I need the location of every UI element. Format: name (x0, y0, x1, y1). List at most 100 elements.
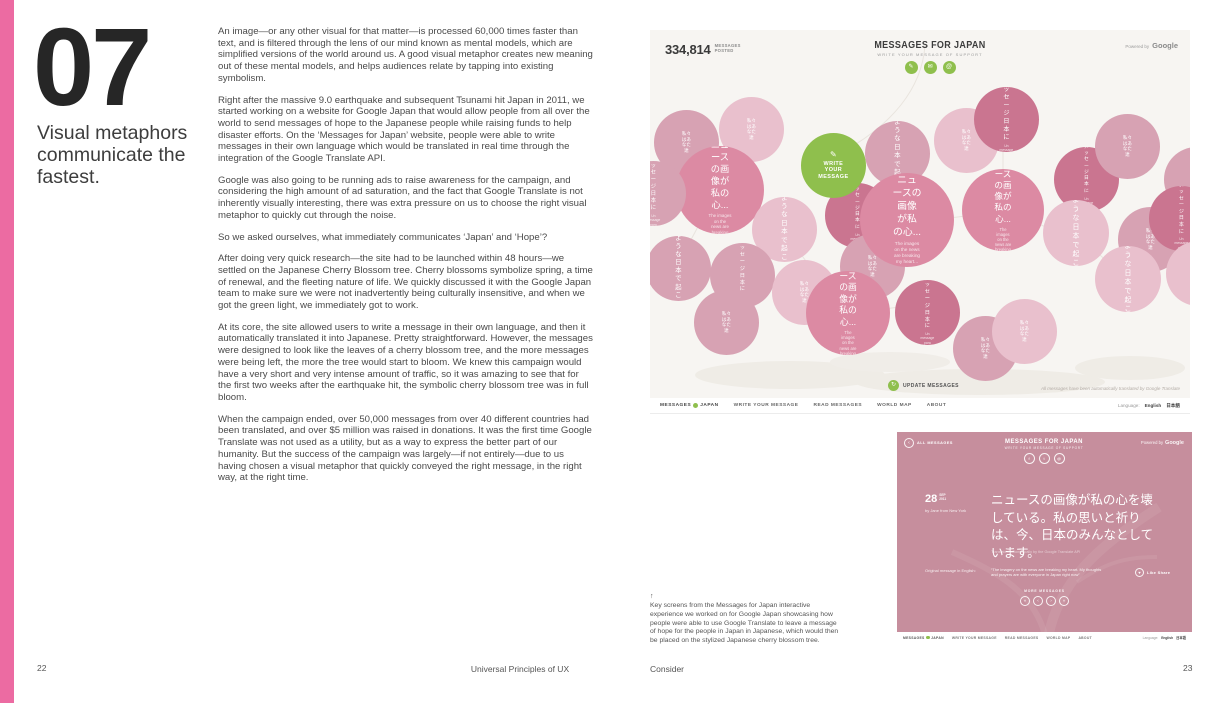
language-english[interactable]: English (1161, 635, 1174, 640)
previous-page-icon[interactable]: ‹ (1033, 596, 1043, 606)
bubble-message-japanese: どのような日本で起こっ... (673, 236, 685, 301)
messages-posted-value: 334,814 (665, 42, 711, 57)
menu-item-about[interactable]: ABOUT (926, 403, 947, 408)
message-bubble[interactable]: 私々はあなた達 (694, 290, 759, 355)
bubble-message-japanese: 私々はあなた達 (1122, 134, 1132, 158)
translated-message-japanese: ニュースの画像が私の心を壊している。私の思いと祈りは、今、日本のみんなとしていま… (991, 493, 1154, 560)
bubble-message-translation: Un message para Japón (999, 143, 1014, 152)
cherry-tree-silhouette (950, 502, 1162, 643)
message-bubble[interactable]: 私々はあなた達 (992, 299, 1057, 364)
bubble-message-japanese: ニュースの画像が私の心... (710, 146, 730, 211)
page-number-right: 23 (1183, 663, 1193, 673)
facebook-icon[interactable]: f (1023, 453, 1035, 464)
body-paragraph: After doing very quick research—the site… (218, 253, 593, 312)
update-messages-button[interactable]: ↻ UPDATE MESSAGES (888, 380, 959, 391)
menu-item-read[interactable]: READ MESSAGES (1004, 635, 1039, 640)
message-bubble[interactable]: どのような日本で起こっ...Eu não conseguia... (650, 236, 711, 301)
blossom-dot-icon (926, 635, 930, 640)
menu-brand[interactable]: MESSAGES JAPAN (903, 635, 944, 640)
book-cover-edge (0, 0, 14, 703)
google-logo: Google (1165, 440, 1184, 446)
caption-arrow: ↑ (650, 593, 654, 600)
original-message-label: Original message in English: (925, 568, 976, 573)
bubble-message-japanese: 私々はあなた達 (867, 254, 877, 278)
message-bubble[interactable]: メッセージ日本に Un message para Japón (974, 87, 1039, 152)
menu-item-worldmap[interactable]: WORLD MAP (877, 403, 912, 408)
body-paragraph: At its core, the site allowed users to w… (218, 321, 593, 403)
message-bubble[interactable]: ニュースの画像が私の心...The images on the news are… (860, 173, 954, 267)
menu-item-write[interactable]: WRITE YOUR MESSAGE (951, 635, 997, 640)
language-label: Language: (1117, 403, 1140, 408)
next-page-icon[interactable]: › (1046, 596, 1056, 606)
message-bubble[interactable]: どのような日本で起こっ...Eu não conseguia... (1043, 200, 1109, 266)
menu-item-read[interactable]: READ MESSAGES (813, 403, 863, 408)
figure-caption: ↑ Key screens from the Messages for Japa… (650, 593, 839, 645)
card-site-logo: MESSAGES FOR JAPAN WRITE YOUR MESSAGE OF… (994, 438, 1094, 464)
last-page-icon[interactable]: » (1059, 596, 1069, 606)
message-bubble[interactable]: ニュースの画像が私の心... The images on the news are… (962, 169, 1044, 251)
pencil-icon[interactable]: ✎ (904, 61, 918, 74)
bubble-message-translation: Un message para Japón (920, 332, 935, 345)
bubble-message-japanese: 私々はあなた達 (721, 310, 731, 334)
at-icon[interactable]: @ (942, 61, 956, 74)
date-day: 28 (925, 493, 938, 505)
bubble-message-japanese: 私々はあなた達 (961, 128, 971, 152)
running-title: Universal Principles of UX (470, 664, 570, 674)
bubble-message-japanese: メッセージ日本に (1178, 186, 1184, 235)
bubble-message-japanese: メッセージ日本に (1003, 87, 1010, 141)
body-paragraph: Right after the massive 9.0 earthquake a… (218, 94, 590, 165)
bubble-message-japanese: ニュースの画像が私の心... (994, 169, 1012, 224)
page-number-left: 22 (37, 663, 47, 673)
envelope-icon[interactable]: ✉ (923, 61, 937, 74)
card-menu-bar: MESSAGES JAPAN WRITE YOUR MESSAGE READ M… (897, 632, 1192, 643)
blossom-dot-icon (693, 403, 699, 408)
bubble-message-japanese: メッセージ日本に (1083, 147, 1089, 194)
card-share-icons: f t @ (994, 453, 1094, 464)
bubble-message-japanese: どのような日本で起こっ... (781, 197, 788, 261)
menu-item-about[interactable]: ABOUT (1078, 635, 1092, 640)
back-arrow-icon: ‹ (904, 438, 914, 448)
twitter-icon[interactable]: t (1038, 453, 1050, 464)
heart-icon: ♥ (1135, 568, 1144, 577)
first-page-icon[interactable]: « (1020, 596, 1030, 606)
google-logo: Google (1152, 41, 1178, 50)
language-english[interactable]: English (1144, 403, 1162, 408)
messages-posted-counter: 334,814 MESSAGES POSTED (665, 42, 741, 57)
language-japanese[interactable]: 日本語 (1176, 636, 1186, 640)
write-message-label: WRITE YOUR MESSAGE (818, 160, 849, 180)
message-bubble[interactable]: 私々はあなた達 (1095, 114, 1160, 179)
bubble-message-japanese: メッセージ日本に (650, 161, 657, 212)
bubble-message-japanese: どのような日本で起こっ... (1072, 200, 1080, 266)
language-japanese[interactable]: 日本語 (1166, 402, 1180, 408)
at-icon[interactable]: @ (1053, 453, 1065, 464)
all-messages-back-button[interactable]: ‹ ALL MESSAGES (904, 438, 953, 448)
bubble-message-japanese: 私々はあなた達 (681, 130, 691, 154)
bubble-message-translation: The images on the news are breaking my h… (994, 226, 1012, 251)
message-bubble[interactable]: メッセージ日本に Un message para Japón (895, 280, 960, 345)
write-your-message-bubble[interactable]: ✎ WRITE YOUR MESSAGE (801, 133, 866, 198)
bubble-message-japanese: ニュースの画像が私の心... (839, 271, 857, 327)
bubble-message-japanese: メッセージ日本に (854, 183, 860, 230)
bubble-field: 私々はあなた達私々はあなた達ニュースの画像が私の心...The images o… (650, 30, 1190, 398)
message-bubble[interactable]: ニュースの画像が私の心...The images on the news are… (676, 146, 764, 234)
bubble-message-translation: The images on the news are breaking my h… (708, 213, 732, 234)
original-message-quote: “The imagery on the news are breaking my… (991, 567, 1102, 578)
body-text-column: An image—or any other visual for that ma… (218, 26, 594, 494)
body-paragraph: When the campaign ended, over 50,000 mes… (218, 413, 592, 484)
body-paragraph: So we asked ourselves, what immediately … (218, 231, 548, 243)
bubble-message-japanese: メッセージ日本に (924, 280, 931, 330)
menu-item-worldmap[interactable]: WORLD MAP (1046, 635, 1071, 640)
body-paragraph: An image—or any other visual for that ma… (218, 26, 593, 84)
site-subtitle: WRITE YOUR MESSAGE OF SUPPORT (877, 52, 983, 57)
message-bubble[interactable]: ニュースの画像が私の心...The images on the news are… (806, 271, 890, 355)
bubble-message-japanese: 私々はあなた達 (799, 280, 809, 304)
message-bubble[interactable]: どのような日本で起こっ...Eu não conseguia... (1095, 246, 1161, 312)
language-label: Language: (1142, 635, 1159, 640)
page-title: Visual metaphors communicate the fastest… (37, 122, 188, 188)
read-message-screenshot: ‹ ALL MESSAGES MESSAGES FOR JAPAN WRITE … (897, 432, 1192, 643)
bubble-message-japanese: 私々はあなた達 (980, 336, 990, 360)
site-logo: MESSAGES FOR JAPAN WRITE YOUR MESSAGE OF… (845, 40, 1015, 74)
menu-item-write[interactable]: WRITE YOUR MESSAGE (733, 403, 799, 408)
menu-brand[interactable]: MESSAGES JAPAN (660, 403, 719, 408)
like-share-button[interactable]: ♥ Like Share (1135, 568, 1170, 577)
